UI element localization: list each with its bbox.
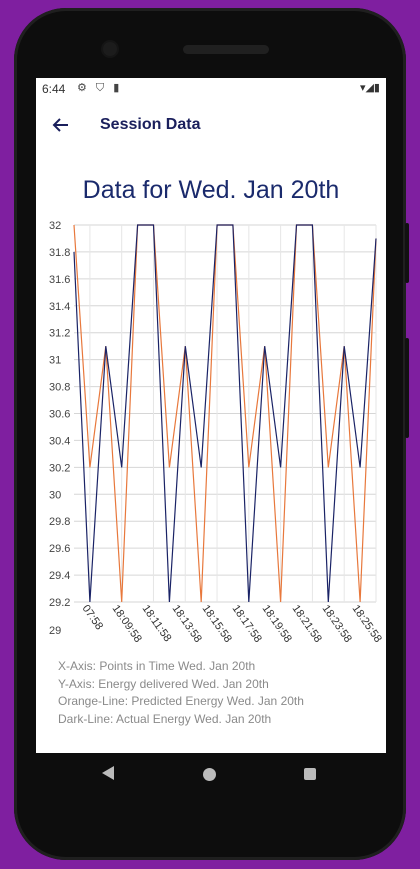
nav-back-icon[interactable]	[102, 766, 114, 780]
x-tick-label: 18:21:58	[290, 603, 324, 645]
system-nav-bar	[36, 753, 386, 798]
y-tick-label: 30.4	[49, 435, 70, 447]
y-tick-label: 31	[49, 355, 61, 367]
app-bar: Session Data	[36, 106, 386, 146]
nav-recents-icon[interactable]	[304, 768, 316, 780]
power-button	[405, 223, 409, 283]
y-tick-label: 30.6	[49, 409, 70, 421]
back-arrow-icon[interactable]	[50, 114, 72, 136]
y-tick-label: 31.2	[49, 328, 70, 340]
y-tick-label: 31.6	[49, 274, 70, 286]
y-tick-label: 31.8	[49, 247, 70, 259]
actual-energy-line	[73, 224, 377, 603]
status-time: 6:44	[42, 82, 66, 96]
x-tick-label: 18:13:58	[170, 603, 204, 645]
signal-battery-icons: ▾◢▮	[359, 82, 380, 94]
x-tick-label: 18:19:58	[260, 603, 294, 645]
x-tick-label: 18:23:58	[320, 603, 354, 645]
energy-line-chart: 32 31.8 31.6 31.4 31.2 31 30.8 30.6 30.4 30.2 30 29…	[49, 220, 384, 645]
y-tick-label: 31.4	[49, 301, 70, 313]
y-tick-label: 30	[49, 489, 61, 501]
status-bar: 6:44 ⚙ ⛉ ▮ ▾◢▮	[36, 78, 386, 100]
nav-home-icon[interactable]	[203, 768, 216, 781]
page-title: Session Data	[100, 116, 201, 133]
legend-y-axis: Y-Axis: Energy delivered Wed. Jan 20th	[58, 676, 269, 691]
x-tick-label: 07:58	[80, 603, 106, 632]
legend-orange-line: Orange-Line: Predicted Energy Wed. Jan 2…	[58, 694, 304, 708]
y-tick-label: 29.8	[49, 516, 70, 528]
legend-x-axis: X-Axis: Points in Time Wed. Jan 20th	[58, 659, 256, 673]
notification-icons: ⚙ ⛉ ▮	[77, 82, 123, 94]
y-tick-label: 29.6	[49, 543, 70, 555]
y-tick-label: 29	[49, 625, 61, 637]
y-tick-label: 30.8	[49, 382, 70, 394]
chart-title: Data for Wed. Jan 20th	[82, 176, 340, 204]
app-screen: 6:44 ⚙ ⛉ ▮ ▾◢▮ Session Data Data for Wed…	[36, 78, 386, 753]
chart-legend: X-Axis: Points in Time Wed. Jan 20th Y-A…	[58, 658, 304, 728]
y-tick-label: 29.2	[49, 597, 70, 609]
volume-button	[405, 338, 409, 438]
x-tick-label: 18:09:58	[110, 603, 144, 645]
y-tick-label: 29.4	[49, 570, 70, 582]
x-tick-label: 18:25:58	[350, 603, 384, 645]
earpiece-speaker	[183, 45, 269, 54]
front-camera	[103, 42, 117, 56]
y-tick-label: 32	[49, 220, 61, 232]
legend-dark-line: Dark-Line: Actual Energy Wed. Jan 20th	[58, 711, 272, 726]
x-tick-label: 18:17:58	[230, 603, 264, 645]
y-tick-label: 30.2	[49, 462, 70, 474]
x-tick-label: 18:15:58	[200, 603, 234, 645]
x-tick-label: 18:11:58	[140, 603, 174, 644]
